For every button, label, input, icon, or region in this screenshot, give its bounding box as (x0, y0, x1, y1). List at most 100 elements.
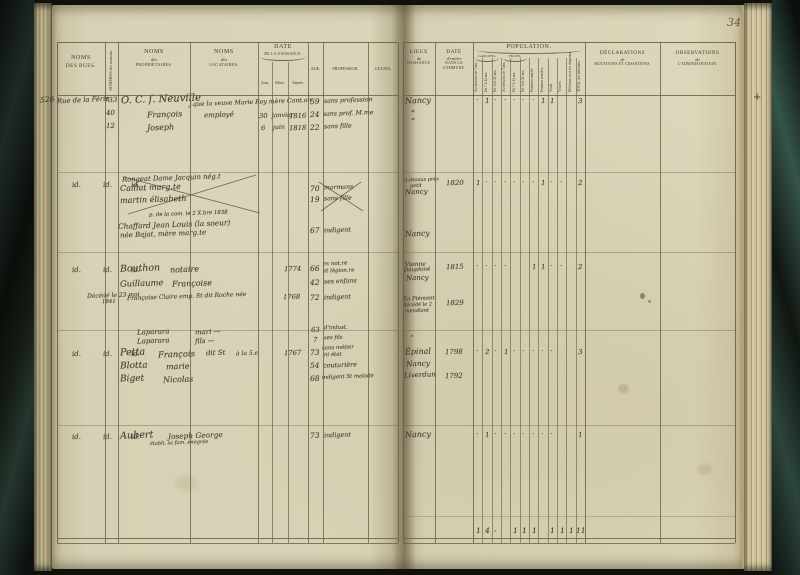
population-subcolumn-rule (501, 58, 502, 543)
column-rule (190, 42, 191, 543)
header-profession: PROFESSION. (332, 66, 359, 71)
header-text: DES RUES. (65, 62, 97, 69)
header-text: DÉCLARATIONS (599, 50, 646, 56)
header-text: NOMS (144, 49, 164, 55)
population-column-label: De 14 à 21 ans. (492, 62, 501, 93)
header-filles: FILLES. (508, 54, 522, 58)
header-jour: Jour. (260, 80, 270, 85)
header-noms-des-rues: NOMS DES RUES. (57, 55, 105, 69)
header-text: des (220, 56, 228, 62)
row-rule (403, 172, 735, 173)
population-subcolumn-rule (557, 58, 558, 543)
column-rule (735, 42, 737, 543)
header-text: Militaires sous les drapeaux. (567, 50, 572, 92)
header-text: MUTATIONS ET CESSATIONS. (594, 62, 651, 67)
population-column-label: De 7 à 14 ans. (482, 62, 491, 93)
row-rule (57, 252, 398, 253)
column-rule (323, 42, 324, 543)
header-text: OBSERVATIONS (675, 50, 720, 56)
header-text: L'ADMINISTRATION. (677, 62, 718, 67)
population-column-label: Hommes mariés. (529, 55, 538, 93)
row-rule (57, 95, 398, 96)
population-subcolumn-rule (491, 58, 493, 543)
header-text: LIEUX (409, 49, 429, 55)
header-observations: OBSERVATIONS de L'ADMINISTRATION. (660, 50, 735, 67)
header-garcons: GARÇONS. (478, 54, 496, 58)
header-date-naissance: DATE DE LA NAISSANCE. (258, 44, 308, 56)
book-cover-left (0, 0, 34, 575)
column-rule (258, 42, 259, 543)
population-subcolumn-rule (529, 58, 530, 543)
row-rule (403, 516, 735, 517)
column-rule (660, 42, 661, 543)
row-rule (57, 425, 398, 426)
population-column-label: Au-dessous de 7 ans. (473, 62, 482, 93)
strike-mark (320, 181, 362, 212)
header-text: De 7 à 14 ans. (483, 71, 488, 92)
column-rule (57, 42, 59, 543)
book-cover-right (772, 0, 800, 575)
header-text: PROPRIÉTAIRES. (135, 62, 173, 68)
header-text: des (150, 56, 158, 62)
header-annee: Année. (292, 80, 304, 85)
population-column-label: Veufs. (548, 55, 557, 93)
header-text: DANS LA COMMUNE. (442, 61, 466, 70)
header-text: DE LA NAISSANCE. (264, 51, 302, 56)
header-brace (475, 57, 499, 62)
row-rule (403, 543, 735, 544)
row-rule (403, 252, 735, 253)
column-rule (403, 42, 405, 543)
row-rule (403, 95, 735, 96)
column-rule (105, 42, 106, 543)
row-rule (57, 330, 398, 331)
column-rule (435, 42, 436, 543)
population-column-label: De 14 à 21 ans. (520, 62, 529, 93)
header-text: POPULATION. (506, 44, 552, 50)
header-text: Veuves. (558, 80, 563, 92)
population-column-label: Au-dessous de 7 ans. (501, 62, 510, 93)
header-text: LOCATAIRES. (209, 62, 239, 68)
row-rule (403, 330, 735, 331)
header-text: De 14 à 21 ans. (493, 69, 498, 92)
column-rule (368, 42, 369, 543)
column-rule (288, 62, 289, 543)
population-subcolumn-rule (510, 58, 511, 543)
strike-mark (123, 176, 261, 214)
column-rule (118, 42, 119, 543)
header-brace (503, 57, 527, 62)
header-text: Au-dessous de 7 ans. (502, 61, 507, 92)
header-brace (476, 49, 582, 54)
header-text: NOMS (71, 55, 91, 61)
population-column-label: Militaires sous les drapeaux. (566, 51, 575, 93)
population-subcolumn-rule (538, 58, 539, 543)
header-text: De 14 à 21 ans. (521, 69, 526, 92)
header-text: de (416, 55, 422, 61)
population-column-label: TOTAL des habitants. (576, 55, 585, 93)
header-text: De 7 à 14 ans. (511, 71, 516, 92)
row-rule (57, 42, 398, 44)
header-text: DATE (446, 49, 462, 55)
header-text: de (695, 56, 700, 62)
row-rule (403, 425, 735, 426)
row-rule (57, 538, 398, 540)
header-brace (260, 56, 306, 61)
header-text: DATE (274, 44, 292, 50)
margin-cross-mark: + (753, 92, 762, 103)
header-text: de (620, 56, 625, 62)
row-rule (403, 42, 735, 44)
header-noms-locataires: NOMS des LOCATAIRES. (190, 49, 258, 67)
page-edges-left (34, 3, 52, 571)
header-text: NOMS (214, 49, 234, 55)
column-rule (398, 42, 400, 543)
header-text: TOTAL des habitants. (577, 60, 582, 92)
column-rule (585, 42, 586, 543)
header-text: Au-dessous de 7 ans. (474, 61, 479, 92)
column-rule (308, 42, 309, 543)
population-subcolumn-rule (566, 58, 567, 543)
row-rule (57, 172, 398, 173)
header-noms-proprietaires: NOMS des PROPRIÉTAIRES. (118, 49, 190, 67)
population-subcolumn-rule (547, 58, 549, 543)
column-rule (272, 62, 273, 543)
